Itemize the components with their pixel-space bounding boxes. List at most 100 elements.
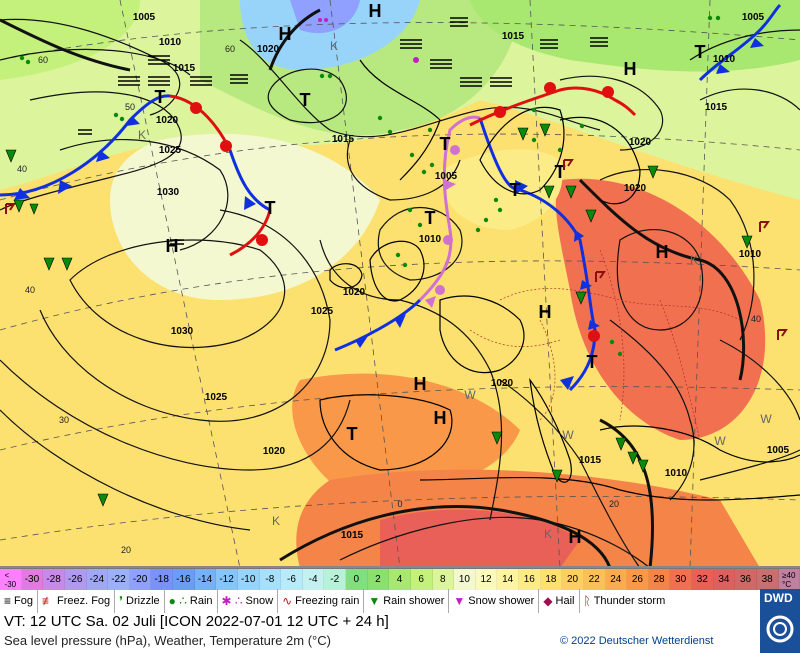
svg-text:H: H (624, 59, 637, 79)
svg-text:30: 30 (59, 415, 69, 425)
svg-text:50: 50 (125, 102, 135, 112)
svg-text:20: 20 (609, 499, 619, 509)
scale-cell: 16 (519, 569, 541, 590)
scale-cell: 6 (410, 569, 433, 590)
legend-drizzle: ❜ Drizzle (115, 589, 165, 613)
scale-cell: -18 (151, 569, 173, 590)
svg-text:T: T (587, 352, 598, 372)
scale-cell: 36 (735, 569, 757, 590)
scale-cell: -30 (21, 569, 44, 590)
svg-text:H: H (656, 242, 669, 262)
legend-snow-label: Snow (245, 595, 274, 607)
svg-text:40: 40 (17, 164, 27, 174)
svg-text:40: 40 (751, 314, 761, 324)
dwd-logo-text: DWD (764, 591, 793, 605)
legend-rain-shower: ▼ Rain shower (364, 589, 450, 613)
legend-fog-label: Fog (14, 595, 33, 607)
svg-text:H: H (539, 302, 552, 322)
scale-cell: -6 (281, 569, 303, 590)
svg-text:60: 60 (225, 44, 235, 54)
svg-text:H: H (166, 236, 179, 256)
svg-text:1025: 1025 (205, 392, 228, 403)
scale-cell: -20 (129, 569, 152, 590)
dwd-swirl-icon (766, 615, 794, 643)
parameter-description: Sea level pressure (hPa), Weather, Tempe… (4, 633, 331, 648)
svg-text:K: K (138, 128, 146, 142)
svg-text:K: K (330, 39, 338, 53)
scale-cell: -2 (324, 569, 346, 590)
scale-cell: 20 (562, 569, 584, 590)
scale-cell: 32 (692, 569, 714, 590)
legend-hail: ◆ Hail (539, 589, 580, 613)
svg-text:H: H (434, 408, 447, 428)
svg-text:H: H (279, 24, 292, 44)
cold-front-triangles (14, 38, 764, 390)
legend-snow-shower-label: Snow shower (468, 595, 535, 607)
svg-text:1015: 1015 (579, 455, 602, 466)
rain-icon: ● ∴ (168, 594, 187, 608)
footer: VT: 12 UTC Sa. 02 Juli [ICON 2022-07-01 … (0, 613, 760, 653)
scale-cell: -28 (43, 569, 65, 590)
svg-text:1020: 1020 (491, 378, 514, 389)
legend-fog: ≡ Fog (0, 589, 38, 613)
valid-time: VT: 12 UTC Sa. 02 Juli [ICON 2022-07-01 … (4, 613, 389, 630)
copyright: © 2022 Deutscher Wetterdienst (560, 635, 714, 647)
dwd-logo: DWD (760, 589, 800, 653)
legend-freezing-fog-label: Freez. Fog (56, 595, 111, 607)
svg-text:1010: 1010 (665, 468, 688, 479)
scale-cell: -8 (259, 569, 282, 590)
svg-text:K: K (272, 514, 280, 528)
svg-text:T: T (265, 198, 276, 218)
temperature-color-scale: < -30 -30 -28 -26 -24 -22 -20 -18 -16 -14 -12 -10 -8… (0, 568, 800, 590)
scale-cell: 14 (497, 569, 519, 590)
svg-text:40: 40 (25, 285, 35, 295)
warm-front-semicircles (190, 82, 614, 342)
svg-text:1020: 1020 (156, 115, 179, 126)
svg-text:1005: 1005 (742, 12, 765, 23)
svg-text:1030: 1030 (157, 187, 180, 198)
legend-rain-label: Rain (189, 595, 213, 607)
scale-cell: 10 (454, 569, 476, 590)
legend-rain: ● ∴ Rain (165, 589, 218, 613)
svg-text:1015: 1015 (502, 31, 525, 42)
legend-drizzle-label: Drizzle (126, 595, 160, 607)
drizzle-icon: ❜ (119, 594, 124, 608)
svg-text:1020: 1020 (629, 137, 652, 148)
legend-hail-label: Hail (555, 595, 575, 607)
svg-text:1005: 1005 (435, 171, 458, 182)
fog-symbols (78, 17, 608, 245)
svg-text:1015: 1015 (332, 134, 355, 145)
scale-cell: -26 (64, 569, 87, 590)
svg-text:H: H (414, 374, 427, 394)
svg-text:K: K (690, 253, 698, 267)
scale-cell: 38 (756, 569, 779, 590)
snow-icon: ✱ ∴ (221, 594, 243, 608)
rain-symbols (19, 15, 721, 357)
svg-text:T: T (300, 90, 311, 110)
svg-text:60: 60 (38, 55, 48, 65)
svg-text:T: T (695, 42, 706, 62)
svg-text:1010: 1010 (713, 54, 736, 65)
svg-text:T: T (440, 134, 451, 154)
scale-cell: 24 (605, 569, 628, 590)
scale-cell: -16 (173, 569, 195, 590)
svg-text:1010: 1010 (419, 234, 442, 245)
legend-freezing-rain: ∿ Freezing rain (278, 589, 365, 613)
legend-snow: ✱ ∴ Snow (218, 589, 279, 613)
svg-text:T: T (425, 208, 436, 228)
svg-text:K: K (544, 527, 552, 541)
svg-text:H: H (569, 527, 582, 547)
svg-text:1005: 1005 (767, 445, 790, 456)
legend-rain-shower-label: Rain shower (383, 595, 445, 607)
weather-map: H H T T T H T T T T H H T H T H H H T 10… (0, 0, 800, 568)
svg-text:W: W (464, 388, 476, 402)
svg-text:T: T (555, 162, 566, 182)
svg-text:1010: 1010 (739, 249, 762, 260)
scale-cell: -10 (237, 569, 260, 590)
svg-text:1020: 1020 (343, 287, 366, 298)
scale-cell: 18 (540, 569, 563, 590)
high-label: H (369, 1, 382, 21)
svg-text:1015: 1015 (173, 63, 196, 74)
scale-cell: 8 (432, 569, 455, 590)
freezing-fog-icon: ≢ (41, 594, 54, 608)
